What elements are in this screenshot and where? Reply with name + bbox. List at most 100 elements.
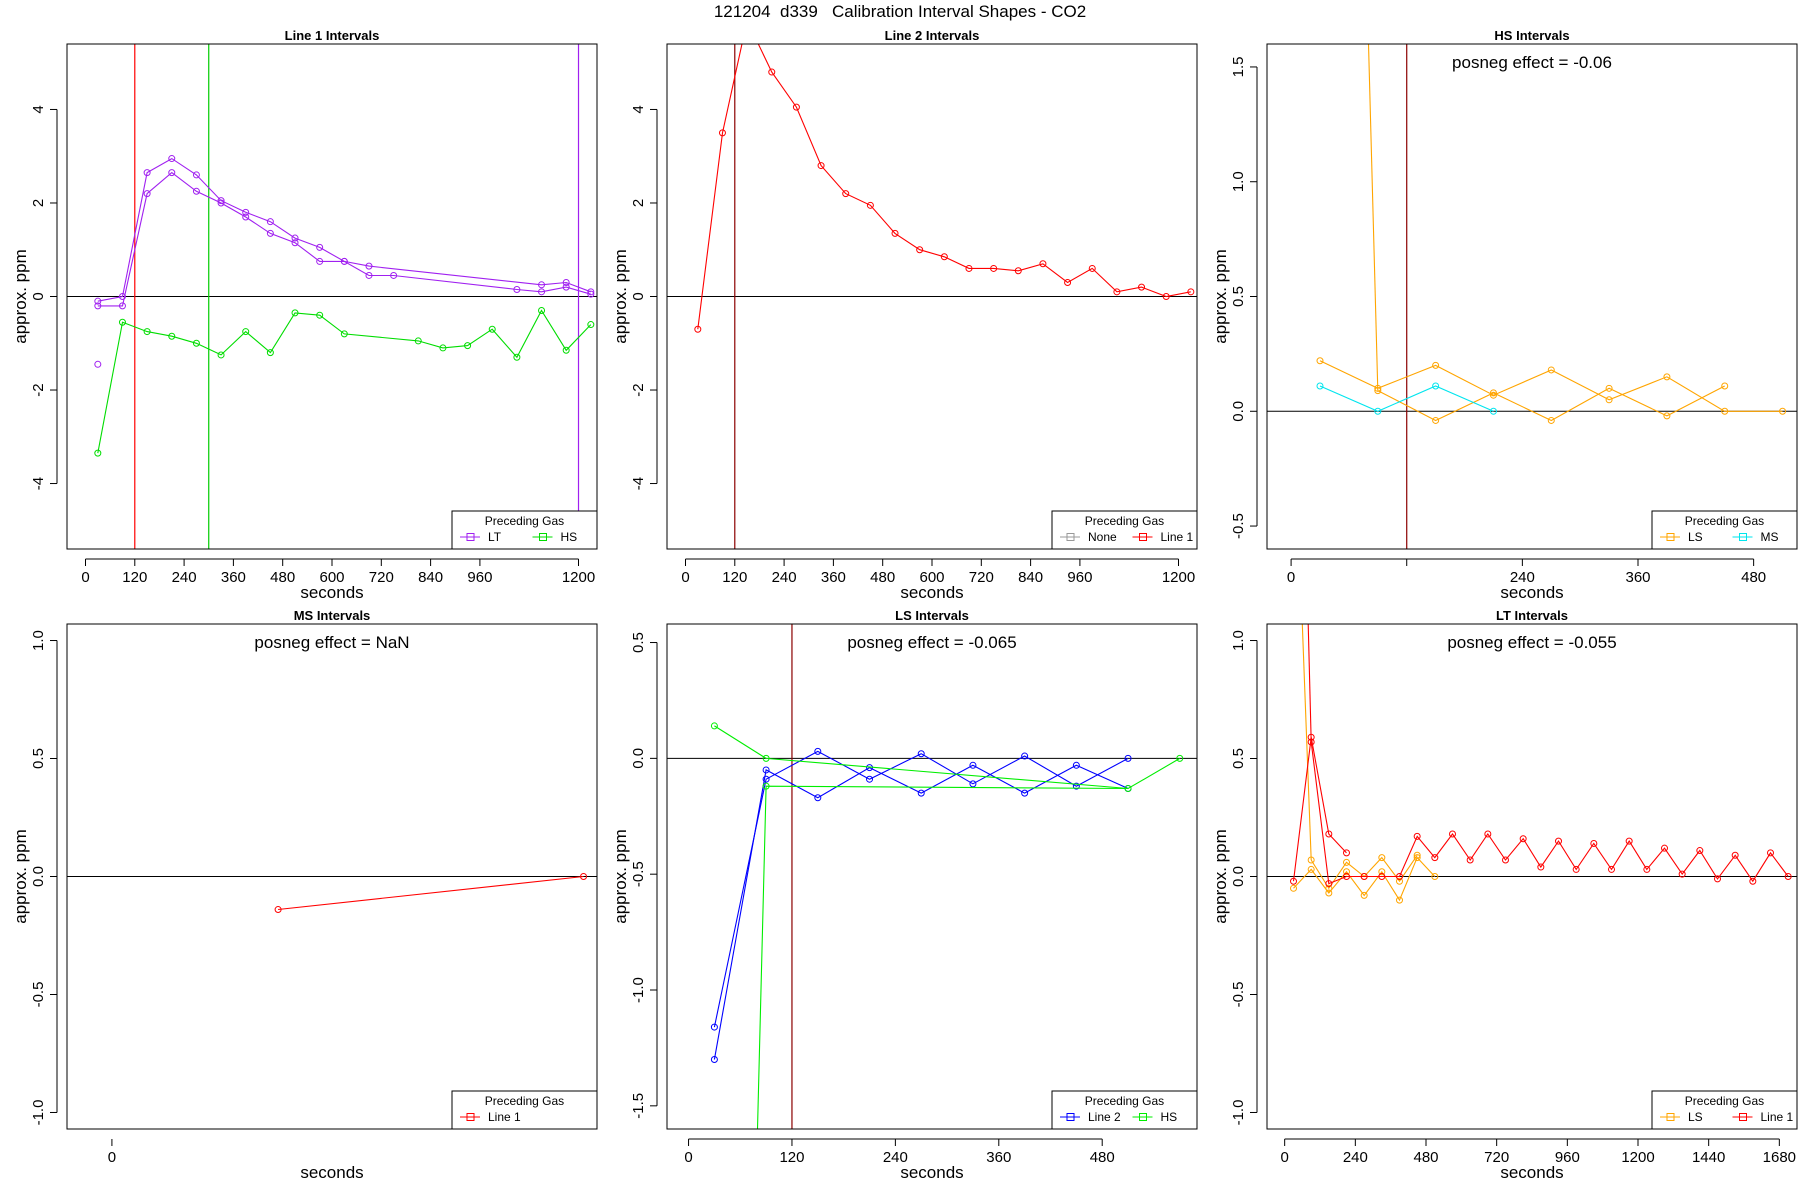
y-tick-label: 2 [30,199,47,207]
x-tick-label: 240 [1343,1149,1368,1166]
data-point [365,271,373,279]
y-tick-label: -1.0 [1230,1100,1247,1126]
y-tick-label: -4 [630,477,647,490]
panel-title: Line 2 Intervals [885,28,980,43]
y-tick-label: 0 [30,292,47,300]
data-point [1343,868,1350,876]
data-point [990,264,998,272]
data-point [1307,865,1315,873]
legend-swatch-marker [1739,1113,1747,1121]
legend-entry-label: Line 1 [1161,530,1194,544]
legend-swatch-marker [1066,1113,1075,1121]
x-tick-label: 840 [1018,569,1043,586]
data-point [814,794,822,802]
data-point [94,302,102,310]
y-tick-label: 0.5 [1230,286,1247,307]
x-axis-label: seconds [1500,1163,1563,1182]
data-point [538,307,546,315]
legend-box [451,1090,598,1130]
x-tick-label: 720 [969,569,994,586]
data-point [969,780,977,788]
x-tick-label: 1200 [1162,569,1195,586]
series-line [1319,385,1494,412]
data-point [1325,884,1333,892]
legend-swatch-marker [466,1113,475,1121]
data-point [1779,407,1787,415]
x-axis-label: seconds [900,583,963,602]
data-point [1088,264,1096,272]
data-point [710,1023,718,1031]
x-tick-label: 0 [108,1149,116,1166]
legend-box [1051,510,1198,550]
data-point [266,349,274,357]
data-point [192,187,200,195]
posneg-annotation: posneg effect = -0.055 [1447,633,1616,652]
data-point [891,229,899,237]
data-point [94,360,102,368]
plot-frame [66,623,598,1130]
legend-swatch-marker [1666,1113,1675,1121]
y-tick-label: 1.0 [1230,630,1247,651]
data-point [192,339,200,347]
x-tick-label: 600 [319,569,344,586]
data-point [1325,880,1333,888]
series-line [97,157,591,302]
legend-swatch-marker [466,533,475,541]
legend-title: Preceding Gas [1685,1094,1764,1108]
data-point [1489,391,1497,399]
data-point [192,171,200,179]
data-point [217,199,225,207]
data-point [1432,361,1440,369]
legend-swatch-marker [1666,533,1675,541]
x-tick-label: 480 [1090,1149,1115,1166]
data-point [266,218,274,226]
data-point [762,775,770,783]
series-line [1293,856,1436,902]
series-line [97,309,592,454]
panel-ms: MS Intervals 0 -1.0 -0.5 0.0 0.5 1.0 seconds app… [11,608,598,1182]
y-axis-label: approx. ppm [11,249,30,344]
x-tick-label: 240 [1510,569,1535,586]
data-point [1449,830,1456,838]
data-point [694,325,702,333]
legend-entry-label: HS [1161,1110,1178,1124]
data-point [1714,875,1721,883]
data-point [1413,851,1421,859]
y-tick-label: 0.0 [1230,401,1247,422]
data-point [762,782,770,790]
data-point [1663,412,1671,420]
x-axis-label: seconds [1500,583,1563,602]
data-point [1572,865,1580,873]
legend-title: Preceding Gas [1085,514,1164,528]
data-point [118,302,126,310]
legend-title: Preceding Gas [1085,1094,1164,1108]
legend: Preceding Gas None Line 1 [1051,510,1198,550]
data-point [1396,873,1403,880]
y-tick-label: -0.5 [1230,513,1247,539]
plot-frame [1266,623,1798,1130]
series-line [278,875,584,911]
y-tick-label: -4 [30,477,47,490]
data-point [291,234,299,242]
panel-ls: LS Intervals 0 120 240 360 480 -1.5 -1.0 -0.5 0.0… [611,608,1198,1182]
x-tick-label: 120 [122,569,147,586]
data-point [1605,384,1613,392]
panel-title: MS Intervals [294,608,371,623]
data-point [1489,407,1497,415]
data-point [1696,847,1704,855]
x-axis-label: seconds [300,1163,363,1182]
data-point [365,262,373,270]
series-line [1319,360,1783,412]
plot-frame [1266,43,1798,550]
data-point [168,332,176,340]
data-point [1547,366,1555,374]
data-point [1325,889,1333,897]
data-point [1431,873,1439,880]
posneg-annotation: posneg effect = -0.06 [1452,53,1612,72]
x-tick-label: 0 [1280,1149,1288,1166]
data-point [1489,389,1497,397]
legend-swatch-marker [1139,1113,1147,1121]
data-point [316,257,324,265]
